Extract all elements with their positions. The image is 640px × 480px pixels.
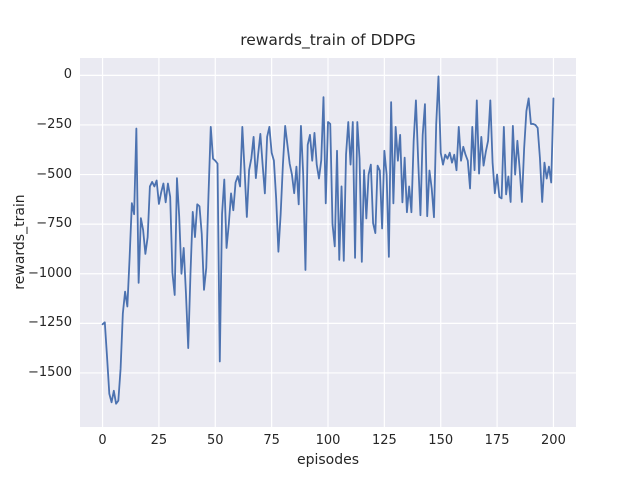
line-chart-svg xyxy=(80,58,576,427)
chart-title: rewards_train of DDPG xyxy=(240,31,416,49)
x-tick-label: 100 xyxy=(315,433,341,448)
y-tick-label: −250 xyxy=(36,116,72,132)
x-tick-label: 150 xyxy=(428,433,454,448)
y-tick-label: −500 xyxy=(36,166,72,182)
rewards-train-line xyxy=(101,75,555,405)
x-axis-label: episodes xyxy=(296,452,360,468)
x-tick-label: 200 xyxy=(541,433,566,448)
x-tick-label: 175 xyxy=(484,433,510,448)
x-tick-label: 50 xyxy=(206,433,224,448)
x-tick-label: 25 xyxy=(150,433,168,448)
y-tick-label: −1000 xyxy=(28,265,72,281)
y-tick-label: −1500 xyxy=(28,364,72,380)
plot-area xyxy=(80,58,576,427)
x-tick-label: 75 xyxy=(263,433,280,448)
y-tick-label: −1250 xyxy=(28,315,72,331)
x-tick-label: 0 xyxy=(98,433,107,448)
x-tick-label: 125 xyxy=(371,433,397,448)
y-tick-label: 0 xyxy=(63,67,72,83)
y-tick-label: −750 xyxy=(36,216,72,232)
y-axis-label: rewards_train xyxy=(12,194,28,290)
